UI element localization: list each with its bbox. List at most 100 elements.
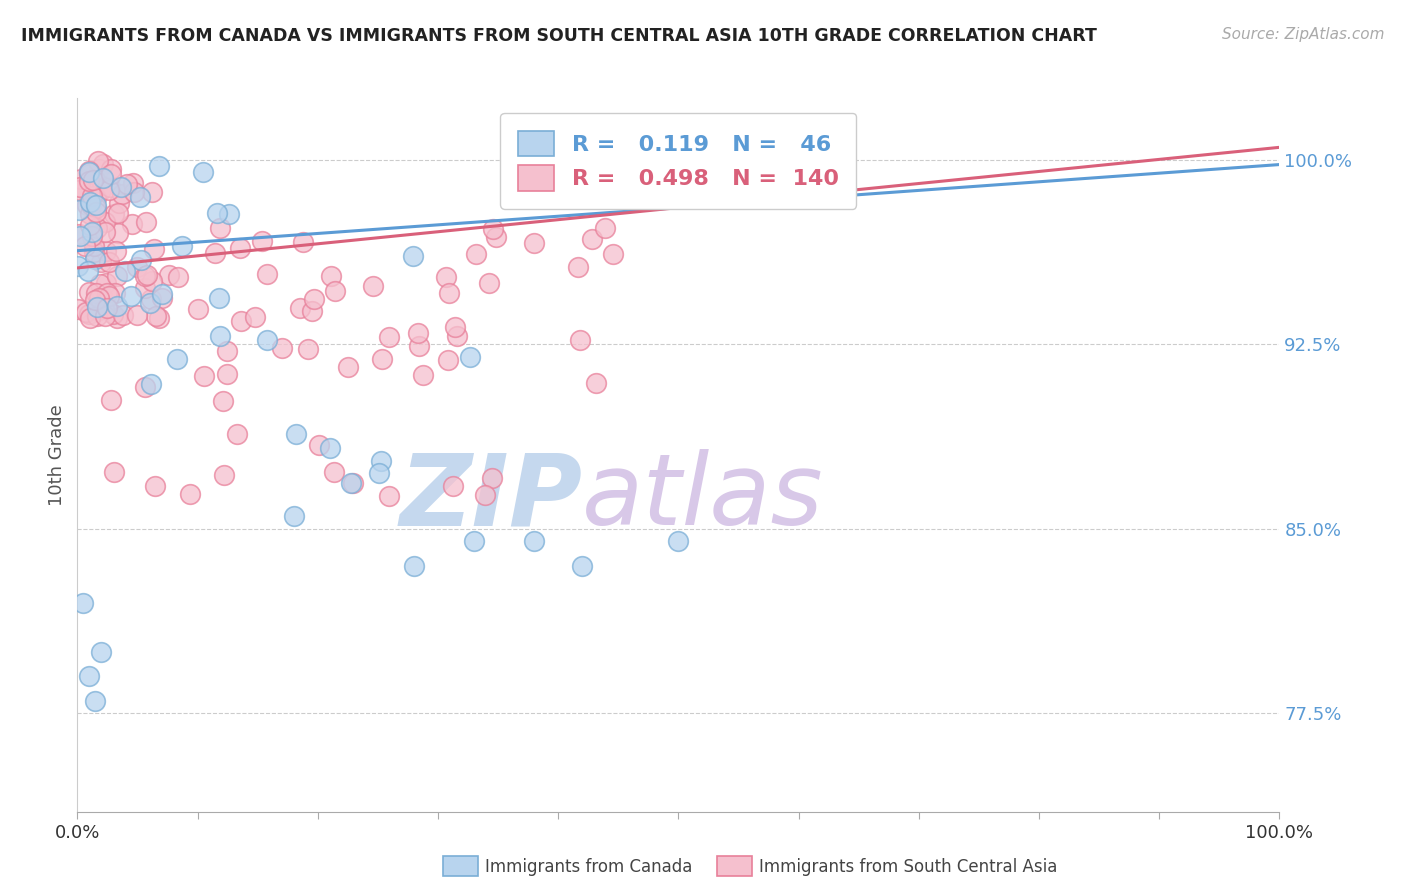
Point xyxy=(336,359,359,374)
Point xyxy=(67,183,90,197)
Point xyxy=(150,292,173,306)
Point xyxy=(86,220,108,235)
Point xyxy=(86,303,108,318)
Point xyxy=(112,308,135,322)
Point xyxy=(105,299,128,313)
Point xyxy=(122,185,145,199)
Point xyxy=(229,314,252,328)
Point xyxy=(209,221,232,235)
Point xyxy=(301,304,323,318)
Point xyxy=(145,309,167,323)
Point xyxy=(100,162,122,177)
Point xyxy=(256,333,278,347)
Point xyxy=(208,329,231,343)
Legend: R =   0.119   N =   46, R =   0.498   N =  140: R = 0.119 N = 46, R = 0.498 N = 140 xyxy=(501,112,856,209)
Point xyxy=(668,534,690,549)
Point xyxy=(91,171,114,186)
Point xyxy=(217,344,239,359)
Point xyxy=(105,244,128,259)
Point xyxy=(441,479,464,493)
Point xyxy=(465,247,488,261)
Y-axis label: 10th Grade: 10th Grade xyxy=(48,404,66,506)
Point xyxy=(94,215,117,229)
Point xyxy=(107,226,129,240)
Point xyxy=(569,333,592,347)
Point xyxy=(523,534,546,549)
Point xyxy=(107,206,129,220)
Point xyxy=(143,242,166,256)
Point xyxy=(135,215,157,229)
Point xyxy=(90,183,112,197)
Point xyxy=(218,207,240,221)
Point xyxy=(75,305,97,319)
Point xyxy=(463,534,485,549)
Point xyxy=(297,342,319,356)
Point xyxy=(443,320,465,334)
Point xyxy=(79,195,101,210)
Point xyxy=(134,281,156,295)
Point xyxy=(434,270,457,285)
Point xyxy=(103,466,125,480)
Point xyxy=(82,173,104,187)
Point xyxy=(446,329,468,343)
Point xyxy=(148,159,170,173)
Point xyxy=(187,301,209,316)
Point xyxy=(79,669,101,683)
Point xyxy=(134,269,156,284)
Point xyxy=(77,165,100,179)
Point xyxy=(100,167,122,181)
Point xyxy=(139,295,162,310)
Point xyxy=(322,465,344,479)
Point xyxy=(134,380,156,394)
Point xyxy=(121,217,143,231)
Point xyxy=(292,235,315,250)
Point xyxy=(84,285,107,300)
Point xyxy=(143,479,166,493)
Point xyxy=(208,291,231,305)
Point xyxy=(179,487,201,501)
Point xyxy=(83,238,105,252)
Point xyxy=(90,255,112,269)
Point xyxy=(602,247,624,261)
Point xyxy=(69,229,91,244)
Point xyxy=(67,227,90,242)
Point xyxy=(89,161,111,176)
Point xyxy=(406,326,429,340)
Point xyxy=(100,392,122,407)
Point xyxy=(581,232,603,246)
Point xyxy=(90,645,112,659)
Point xyxy=(96,286,118,301)
Point xyxy=(323,284,346,298)
Point xyxy=(86,309,108,323)
Point xyxy=(86,201,108,215)
Point xyxy=(283,509,305,524)
Point xyxy=(478,277,501,291)
Point xyxy=(205,206,228,220)
Point xyxy=(474,488,496,502)
Text: IMMIGRANTS FROM CANADA VS IMMIGRANTS FROM SOUTH CENTRAL ASIA 10TH GRADE CORRELAT: IMMIGRANTS FROM CANADA VS IMMIGRANTS FRO… xyxy=(21,27,1097,45)
Point xyxy=(103,207,125,221)
Point xyxy=(84,191,107,205)
Text: Immigrants from Canada: Immigrants from Canada xyxy=(485,858,692,876)
Point xyxy=(481,221,503,235)
Point xyxy=(402,249,425,263)
Point xyxy=(371,351,394,366)
Point xyxy=(127,260,149,274)
Point xyxy=(101,307,124,321)
Point xyxy=(585,376,607,390)
Text: ZIP: ZIP xyxy=(399,450,582,546)
Point xyxy=(94,244,117,259)
Point xyxy=(250,234,273,248)
Point xyxy=(120,289,142,303)
Point xyxy=(77,307,100,321)
Point xyxy=(593,221,616,235)
Point xyxy=(72,181,94,195)
Point xyxy=(77,164,100,178)
Point xyxy=(321,268,343,283)
Point xyxy=(98,180,121,194)
Point xyxy=(97,254,120,268)
Point xyxy=(66,301,89,316)
Point xyxy=(91,289,114,303)
Point xyxy=(79,207,101,221)
Point xyxy=(79,218,101,232)
